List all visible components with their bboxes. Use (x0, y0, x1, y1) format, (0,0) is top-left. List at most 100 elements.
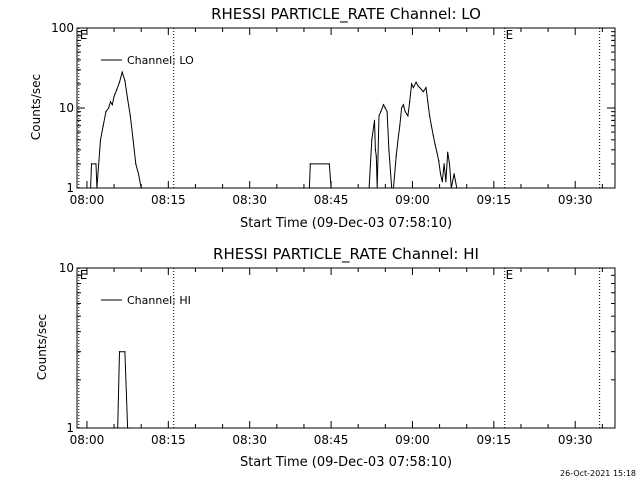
data-point (330, 187, 332, 189)
y-tick-label: 1 (66, 181, 74, 195)
data-point (113, 427, 115, 429)
plot-frame (76, 267, 616, 429)
data-point (445, 181, 447, 183)
data-point (90, 163, 93, 165)
data-point (380, 111, 382, 113)
x-tick-label: 09:00 (395, 433, 430, 447)
data-point (376, 187, 378, 189)
data-point (399, 125, 401, 127)
data-point (407, 115, 409, 117)
data-point (374, 149, 376, 151)
data-point (127, 427, 129, 429)
data-point (368, 187, 370, 189)
data-point (117, 427, 119, 429)
data-point (432, 135, 434, 137)
x-tick-label: 09:30 (558, 433, 593, 447)
x-tick-label: 08:45 (314, 193, 349, 207)
data-point (402, 104, 404, 106)
data-point (102, 125, 104, 127)
x-tick-label: 08:15 (151, 193, 186, 207)
data-point (328, 163, 330, 165)
data-point (386, 111, 388, 113)
data-point (111, 104, 113, 106)
chart-title: RHESSI PARTICLE_RATE Channel: HI (213, 245, 479, 264)
data-point (90, 187, 92, 189)
y-axis-label: Counts/sec (35, 314, 49, 380)
series-line (86, 70, 458, 189)
data-point (397, 139, 399, 141)
hi-channel-panel: RHESSI PARTICLE_RATE Channel: HI Start T… (35, 245, 616, 470)
data-point (308, 187, 310, 189)
data-point (441, 181, 443, 183)
data-point (425, 87, 427, 89)
event-marker-label: E (506, 268, 514, 282)
data-point (105, 111, 107, 113)
data-point (96, 187, 98, 189)
data-point (412, 87, 414, 89)
data-point (382, 104, 385, 106)
data-point (86, 187, 88, 189)
data-point (118, 81, 121, 83)
data-point (448, 163, 451, 165)
data-point (456, 187, 458, 189)
legend-label: Channel: LO (127, 54, 194, 67)
data-point (108, 107, 110, 109)
data-point (430, 125, 432, 127)
x-tick-label: 08:00 (70, 433, 105, 447)
data-point (429, 115, 431, 117)
data-point (395, 155, 397, 157)
event-marker-label: E (80, 268, 88, 282)
data-point (116, 89, 118, 91)
x-tick-label: 09:15 (477, 433, 512, 447)
data-point (140, 187, 142, 189)
x-axis-label: Start Time (09-Dec-03 07:58:10) (240, 216, 452, 231)
data-point (303, 187, 305, 189)
data-point (118, 351, 121, 353)
y-tick-label: 10 (59, 261, 74, 275)
data-point (404, 111, 406, 113)
data-point (375, 155, 377, 157)
data-point (443, 163, 445, 165)
series-line (114, 351, 131, 429)
x-tick-label: 09:30 (558, 193, 593, 207)
data-point (99, 139, 102, 141)
data-point (129, 427, 131, 429)
data-point (439, 173, 442, 175)
data-point (450, 187, 452, 189)
y-axis-label: Counts/sec (29, 74, 43, 140)
chart-title: RHESSI PARTICLE_RATE Channel: LO (211, 5, 481, 24)
data-point (391, 187, 393, 189)
data-point (427, 101, 429, 103)
data-point (434, 143, 436, 146)
x-axis-label: Start Time (09-Dec-03 07:58:10) (240, 455, 452, 470)
generation-timestamp: 26-Oct-2021 15:18 (560, 469, 636, 478)
data-point (109, 101, 112, 103)
event-marker-label: E (506, 28, 514, 42)
event-marker-label: E (80, 28, 88, 42)
data-point (411, 83, 413, 85)
y-tick-label: 100 (51, 21, 74, 35)
legend-label: Channel: HI (127, 294, 191, 307)
x-tick-label: 08:30 (232, 193, 267, 207)
data-point (401, 107, 403, 109)
data-point (373, 119, 376, 121)
data-point (124, 351, 126, 353)
data-point (114, 93, 116, 95)
data-point (137, 173, 140, 175)
data-point (135, 163, 137, 165)
lo-channel-panel: RHESSI PARTICLE_RATE Channel: LO Start T… (29, 5, 616, 231)
data-point (417, 85, 419, 87)
data-point (453, 173, 455, 175)
data-point (132, 139, 134, 141)
x-tick-label: 09:00 (395, 193, 430, 207)
data-point (384, 107, 386, 109)
data-point (415, 81, 417, 83)
data-point (438, 160, 440, 162)
data-point (113, 95, 115, 97)
x-tick-label: 09:15 (477, 193, 512, 207)
data-point (388, 149, 390, 151)
data-point (422, 91, 424, 93)
x-tick-label: 08:45 (314, 433, 349, 447)
data-point (129, 115, 131, 117)
